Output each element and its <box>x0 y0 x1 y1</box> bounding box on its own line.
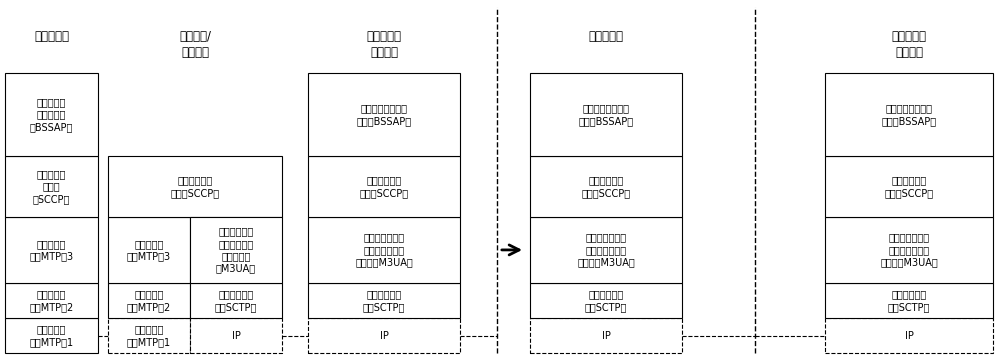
Text: 媒体传输协
议（MTP）3: 媒体传输协 议（MTP）3 <box>29 239 74 261</box>
Text: 基站系统的应用层
协议（BSSAP）: 基站系统的应用层 协议（BSSAP） <box>356 103 412 126</box>
Text: 媒体传输协议第
三级用户的适配
层协议（M3UA）: 媒体传输协议第 三级用户的适配 层协议（M3UA） <box>880 233 938 267</box>
Text: 基站控制器: 基站控制器 <box>34 30 69 43</box>
Text: 媒体网关/: 媒体网关/ <box>179 30 211 43</box>
Text: 基站控制器: 基站控制器 <box>588 30 624 43</box>
Bar <box>190 217 282 283</box>
Text: 流控制传输协
议（SCTP）: 流控制传输协 议（SCTP） <box>585 289 627 312</box>
Text: 媒体传输协议第
三级用户的适配
层协议（M3UA）: 媒体传输协议第 三级用户的适配 层协议（M3UA） <box>577 233 635 267</box>
Text: 媒体传输协议
第三级用户的
适配层协议
（M3UA）: 媒体传输协议 第三级用户的 适配层协议 （M3UA） <box>216 226 256 273</box>
Bar <box>825 318 993 353</box>
Bar <box>308 283 460 318</box>
Bar <box>825 217 993 283</box>
Text: 心服务器: 心服务器 <box>895 46 923 59</box>
Text: 媒体传输协
议（MTP）3: 媒体传输协 议（MTP）3 <box>127 239 171 261</box>
Text: IP: IP <box>232 331 240 341</box>
Bar <box>190 318 282 353</box>
Bar <box>190 283 282 318</box>
Bar <box>308 157 460 217</box>
Text: 基站系统的应用层
协议（BSSAP）: 基站系统的应用层 协议（BSSAP） <box>578 103 634 126</box>
Text: IP: IP <box>380 331 388 341</box>
Bar <box>530 157 682 217</box>
Text: IP: IP <box>905 331 913 341</box>
Bar <box>108 283 190 318</box>
Bar <box>530 73 682 157</box>
Bar <box>5 318 98 353</box>
Bar <box>530 318 682 353</box>
Bar <box>825 73 993 157</box>
Text: 信令连接控制
协议（SCCP）: 信令连接控制 协议（SCCP） <box>884 175 934 198</box>
Bar <box>308 217 460 283</box>
Bar <box>308 73 460 157</box>
Text: 基站系统的应用层
协议（BSSAP）: 基站系统的应用层 协议（BSSAP） <box>881 103 937 126</box>
Text: 信令连接控
制协议
（SCCP）: 信令连接控 制协议 （SCCP） <box>33 169 70 204</box>
Text: 信令连接控制
协议（SCCP）: 信令连接控制 协议（SCCP） <box>359 175 409 198</box>
Bar <box>308 318 460 353</box>
Text: 媒体传输协
议（MTP）2: 媒体传输协 议（MTP）2 <box>127 289 171 312</box>
Text: 媒体传输协
议（MTP）1: 媒体传输协 议（MTP）1 <box>29 324 74 347</box>
Text: 信令连接控制
协议（SCCP）: 信令连接控制 协议（SCCP） <box>170 175 220 198</box>
Bar <box>825 157 993 217</box>
Bar <box>108 157 282 217</box>
Bar <box>5 157 98 217</box>
Text: 基站系统的
应用层协议
（BSSAP）: 基站系统的 应用层协议 （BSSAP） <box>30 97 73 132</box>
Bar <box>5 73 98 157</box>
Text: 信令连接控制
协议（SCCP）: 信令连接控制 协议（SCCP） <box>581 175 631 198</box>
Text: IP: IP <box>602 331 610 341</box>
Bar <box>5 217 98 283</box>
Text: 流控制传输协
议（SCTP）: 流控制传输协 议（SCTP） <box>888 289 930 312</box>
Bar <box>530 283 682 318</box>
Bar <box>825 283 993 318</box>
Bar <box>108 217 190 283</box>
Text: 移动交换中: 移动交换中 <box>892 30 926 43</box>
Text: 心服务器: 心服务器 <box>370 46 398 59</box>
Bar <box>5 283 98 318</box>
Text: 媒体传输协议第
三级用户的适配
层协议（M3UA）: 媒体传输协议第 三级用户的适配 层协议（M3UA） <box>355 233 413 267</box>
Text: 媒体传输协
议（MTP）1: 媒体传输协 议（MTP）1 <box>127 324 171 347</box>
Text: 信令网关: 信令网关 <box>181 46 209 59</box>
Text: 流控制传输协
议（SCTP）: 流控制传输协 议（SCTP） <box>363 289 405 312</box>
Bar <box>530 217 682 283</box>
Text: 移动交换中: 移动交换中 <box>366 30 402 43</box>
Text: 媒体传输协
议（MTP）2: 媒体传输协 议（MTP）2 <box>29 289 74 312</box>
Text: 流控制传输协
议（SCTP）: 流控制传输协 议（SCTP） <box>215 289 257 312</box>
Bar <box>108 318 190 353</box>
